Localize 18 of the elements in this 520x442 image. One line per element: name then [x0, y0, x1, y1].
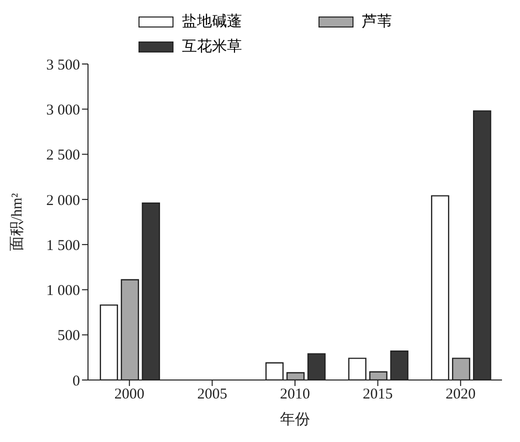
y-tick-label: 0: [72, 373, 80, 390]
y-tick-label: 1 000: [46, 283, 80, 300]
x-tick-label: 2015: [362, 386, 393, 403]
y-tick-label: 1 500: [46, 238, 80, 254]
legend-label: 互花米草: [182, 38, 242, 56]
x-tick-label: 2020: [446, 386, 476, 403]
legend-label: 盐地碱蓬: [182, 12, 242, 31]
legend-label: 芦苇: [362, 12, 392, 31]
y-tick-label: 500: [58, 328, 80, 344]
x-axis-title: 年份: [280, 411, 310, 428]
x-tick-label: 2010: [280, 386, 310, 403]
y-axis-title: 面积/hm²: [9, 192, 26, 251]
y-tick-label: 3 000: [46, 102, 80, 118]
x-tick-label: 2000: [114, 386, 144, 403]
y-tick-label: 3 500: [46, 57, 80, 74]
y-tick-label: 2 000: [46, 192, 80, 209]
y-tick-label: 2 500: [46, 148, 80, 164]
x-tick-label: 2005: [197, 386, 228, 403]
